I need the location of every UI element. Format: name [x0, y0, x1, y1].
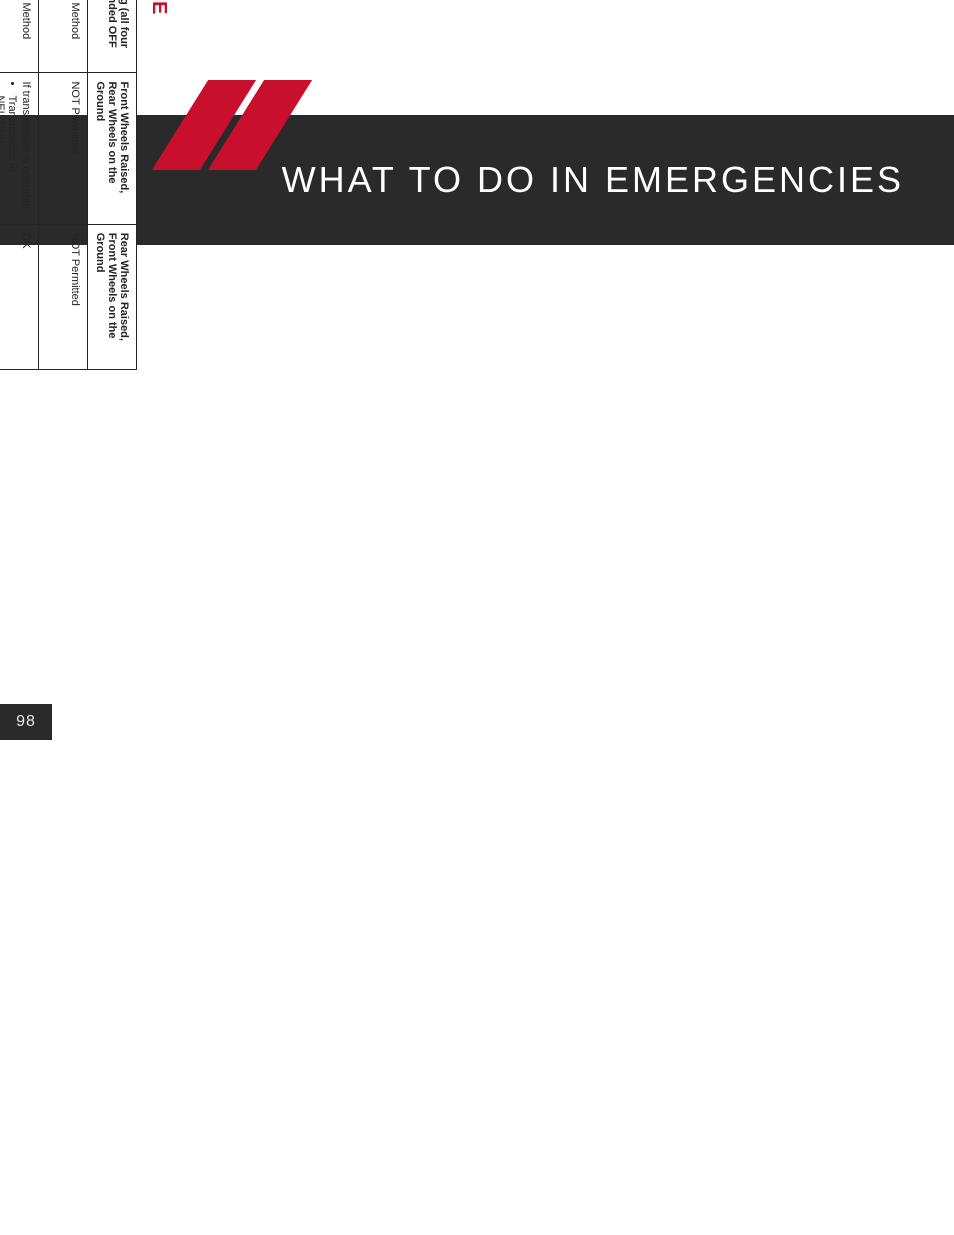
- cell-rear-raised: NOT Permitted: [39, 224, 88, 369]
- table-row: RWD With a KeyIf transmission is operabl…: [0, 0, 39, 370]
- cell-list: Transmission in NEUTRAL30 mph (48 km/h) …: [0, 81, 18, 215]
- cell-front-raised: If transmission is operable:Transmission…: [0, 73, 39, 224]
- brand-slashes: [180, 80, 360, 170]
- cell-text: NOT Permitted: [69, 233, 81, 361]
- col-front-raised: Front Wheels Raised, Rear Wheels on the …: [88, 73, 137, 224]
- cell-front-raised: NOT Permitted: [39, 73, 88, 224]
- col-rear-raised: Rear Wheels Raised, Front Wheels on the …: [88, 224, 137, 369]
- cell-flatbed: Recommended Method: [0, 0, 39, 73]
- table-row: RWD Without a KeyNOT PermittedRecommende…: [39, 0, 88, 370]
- cell-flatbed: Recommended Method: [39, 0, 88, 73]
- rotated-content: TOWING A DISABLED VEHICLE Model Flat Tow…: [0, 280, 170, 960]
- cell-rear-raised: OK: [0, 224, 39, 369]
- cell-lead: If transmission is operable:: [20, 81, 32, 215]
- table-body: RWD Without a KeyNOT PermittedRecommende…: [0, 0, 88, 370]
- cell-text: NOT Permitted: [69, 81, 81, 215]
- rotated-inner: TOWING A DISABLED VEHICLE Model Flat Tow…: [0, 0, 170, 370]
- table-head: Model Flat Towing (all four wheels on th…: [88, 0, 137, 370]
- decorative-curve: [0, 915, 260, 1235]
- section-title: TOWING A DISABLED VEHICLE: [147, 0, 170, 370]
- cell-list-item: Transmission in NEUTRAL: [0, 95, 18, 215]
- page: WHAT TO DO IN EMERGENCIES 98 TOWING A DI…: [0, 0, 954, 1235]
- towing-table: Model Flat Towing (all four wheels on th…: [0, 0, 137, 370]
- table-header-row: Model Flat Towing (all four wheels on th…: [88, 0, 137, 370]
- header-title: WHAT TO DO IN EMERGENCIES: [282, 159, 904, 201]
- decorative-photo-band: [0, 915, 954, 1235]
- cell-text: OK: [20, 233, 32, 361]
- col-flatbed: Flatbed Towing (all four wheels suspende…: [88, 0, 137, 73]
